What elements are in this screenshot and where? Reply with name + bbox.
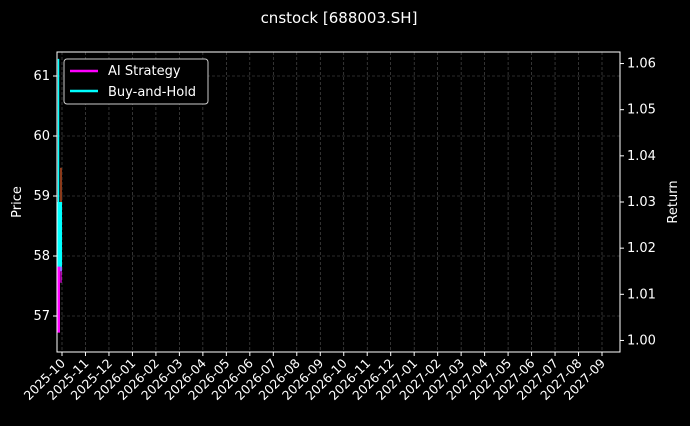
y2-tick-label: 1.03: [627, 195, 656, 210]
y-axis-left: 57 58 59 60 61: [33, 69, 57, 324]
y2-axis-label: Return: [666, 180, 681, 223]
x-axis: 2025-102025-112025-122026-012026-022026-…: [21, 352, 608, 403]
grid: [57, 52, 620, 352]
y-tick-label: 57: [33, 309, 50, 324]
y-tick-label: 58: [33, 249, 50, 264]
y-tick-label: 59: [33, 189, 50, 204]
legend-box: [63, 58, 209, 105]
y2-tick-label: 1.02: [627, 241, 656, 256]
y-tick-label: 60: [33, 129, 50, 144]
legend: AI Strategy Buy-and-Hold: [63, 58, 209, 105]
y-tick-label: 61: [33, 69, 50, 84]
price-candle: [60, 167, 62, 207]
data-marks: [57, 58, 62, 333]
series-line-ai-strategy: [57, 266, 60, 333]
series-line-buy-and-hold: [57, 202, 62, 272]
y2-tick-label: 1.04: [627, 149, 656, 164]
legend-label-buy-and-hold: Buy-and-Hold: [108, 85, 196, 100]
y2-tick-label: 1.00: [627, 333, 656, 348]
y-axis-right: 1.00 1.01 1.02 1.03 1.04 1.05 1.06: [620, 57, 656, 348]
chart-title: cnstock [688003.SH]: [261, 9, 418, 27]
y2-tick-label: 1.05: [627, 103, 656, 118]
y2-tick-label: 1.06: [627, 57, 656, 72]
y2-tick-label: 1.01: [627, 287, 656, 302]
y-axis-label: Price: [10, 186, 25, 218]
legend-label-ai-strategy: AI Strategy: [108, 64, 181, 79]
